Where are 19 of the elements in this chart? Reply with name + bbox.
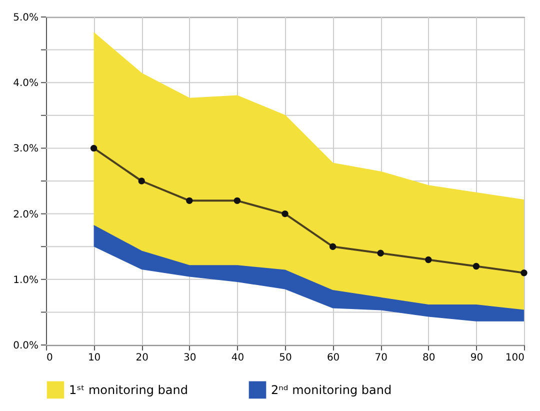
y-tick-label: 1.0% — [13, 274, 38, 286]
x-tick-label: 10 — [88, 352, 101, 364]
x-tick-label: 80 — [422, 352, 436, 364]
x-tick-label: 30 — [184, 352, 196, 364]
x-tick-label: 40 — [231, 352, 244, 364]
x-tick-label: 90 — [470, 352, 484, 364]
legend-label: 1ˢᵗ monitoring band — [69, 382, 188, 397]
x-tick-label: 20 — [136, 352, 148, 364]
y-tick-label: 3.0% — [13, 144, 38, 155]
y-tick-label: 5.0% — [13, 12, 38, 24]
x-tick-label: 60 — [326, 352, 340, 364]
y-tick-label: 0.0% — [13, 340, 38, 352]
legend-label: 2ⁿᵈ monitoring band — [271, 382, 392, 397]
y-tick-label: 4.0% — [13, 78, 38, 90]
y-tick-label: 2.0% — [13, 209, 38, 220]
x-tick-label: 50 — [279, 352, 292, 364]
x-tick-label: 100 — [505, 352, 524, 364]
x-tick-label: 0 — [46, 352, 53, 364]
x-tick-label: 70 — [374, 352, 388, 364]
